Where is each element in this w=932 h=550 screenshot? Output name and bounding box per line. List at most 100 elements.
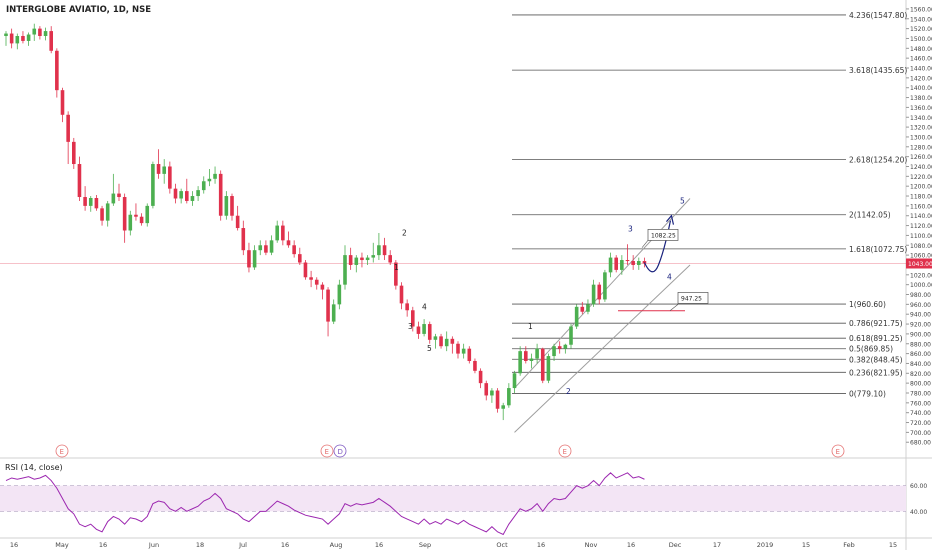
- candle-body: [484, 383, 489, 396]
- y-tick-label: 1180.00: [910, 194, 932, 201]
- y-tick-label: 1520.00: [910, 26, 932, 33]
- candle-body: [614, 257, 618, 270]
- candle-body: [552, 346, 556, 357]
- y-tick-label: 1120.00: [910, 223, 932, 230]
- y-tick-label: 720.00: [910, 420, 931, 427]
- candle-body: [196, 190, 200, 197]
- x-tick-label: Jul: [238, 541, 247, 549]
- candle-body: [292, 245, 296, 255]
- candle-body: [72, 141, 76, 165]
- candle-body: [21, 36, 25, 41]
- candle-body: [179, 191, 183, 199]
- candle-body: [603, 272, 607, 300]
- rsi-tick-label: 60.00: [910, 483, 927, 490]
- y-tick-label: 1000.00: [910, 282, 932, 289]
- candle-body: [303, 262, 308, 278]
- y-tick-label: 700.00: [910, 430, 931, 437]
- wave-label: 1: [528, 322, 533, 331]
- x-tick-label: 15: [802, 541, 810, 549]
- event-marker-label: E: [325, 448, 329, 456]
- candle-body: [66, 114, 70, 142]
- candle-body: [122, 197, 127, 231]
- candle-body: [258, 245, 263, 251]
- candle-body: [275, 225, 279, 241]
- fib-level-label: 1.618(1072.75): [849, 245, 907, 254]
- candle-body: [637, 261, 641, 265]
- y-tick-label: 1500.00: [910, 36, 932, 43]
- wave-label: 2: [402, 228, 407, 237]
- y-tick-label: 1400.00: [910, 85, 932, 92]
- projection-arrowhead: [665, 214, 675, 225]
- rsi-title: RSI (14, close): [5, 463, 63, 472]
- y-tick-label: 1540.00: [910, 16, 932, 23]
- y-tick-label: 1560.00: [910, 6, 932, 13]
- candle-body: [111, 193, 116, 204]
- x-tick-label: 15: [889, 541, 897, 549]
- wave-label: 2: [566, 387, 571, 396]
- candle-body: [173, 188, 178, 199]
- candle-body: [235, 215, 240, 229]
- candle-body: [230, 196, 234, 216]
- candle-body: [631, 261, 635, 265]
- y-tick-label: 1160.00: [910, 203, 932, 210]
- x-tick-label: Dec: [669, 541, 682, 549]
- candle-body: [507, 388, 511, 406]
- candle-body: [388, 255, 392, 263]
- y-tick-label: 1460.00: [910, 56, 932, 63]
- y-tick-label: 860.00: [910, 351, 931, 358]
- candle-body: [377, 245, 381, 256]
- event-marker: [55, 444, 69, 458]
- candle-body: [411, 310, 415, 327]
- y-tick-label: 1100.00: [910, 233, 932, 240]
- candle-body: [569, 326, 573, 345]
- candle-body: [320, 284, 325, 290]
- fib-level-label: 0.5(869.85): [849, 345, 893, 354]
- fib-level-label: 3.618(1435.65): [849, 66, 907, 75]
- candle-body: [83, 197, 87, 206]
- candle-body: [309, 277, 313, 280]
- y-tick-label: 1220.00: [910, 174, 932, 181]
- y-tick-label: 920.00: [910, 322, 931, 329]
- candle-body: [224, 196, 229, 216]
- event-marker-label: E: [60, 448, 64, 456]
- candle-body: [134, 214, 138, 217]
- candle-body: [49, 31, 53, 51]
- rsi-tick-label: 40.00: [910, 509, 927, 516]
- callout-low-box: [677, 292, 709, 304]
- wave-label: 3: [628, 224, 633, 233]
- candle-body: [405, 303, 409, 311]
- wave-label: 5: [680, 196, 685, 205]
- candle-body: [473, 360, 477, 371]
- projection-path: [643, 220, 672, 273]
- callout-high-leader: [641, 240, 649, 248]
- candle-body: [535, 348, 539, 359]
- x-tick-label: 16: [375, 541, 383, 549]
- y-tick-label: 1060.00: [910, 253, 932, 260]
- candle-body: [557, 346, 562, 349]
- y-tick-label: 680.00: [910, 440, 931, 447]
- y-tick-label: 880.00: [910, 341, 931, 348]
- candle-body: [625, 260, 630, 262]
- candle-body: [77, 164, 82, 198]
- fib-level-label: 4.236(1547.80): [849, 11, 907, 20]
- x-tick-label: 16: [10, 541, 18, 549]
- candle-body: [563, 344, 568, 349]
- candle-body: [128, 214, 133, 231]
- wave-label: 3: [408, 322, 413, 331]
- candle-body: [467, 348, 472, 361]
- event-marker-label: E: [836, 448, 840, 456]
- x-tick-label: Sep: [419, 541, 431, 549]
- event-marker: [558, 444, 572, 458]
- fib-level-label: 2(1142.05): [849, 211, 891, 220]
- x-tick-label: Aug: [330, 541, 343, 549]
- candle-body: [501, 405, 505, 409]
- fib-level-label: 0.786(921.75): [849, 319, 903, 328]
- candle-body: [100, 208, 104, 221]
- y-tick-label: 1240.00: [910, 164, 932, 171]
- candle-body: [427, 324, 432, 340]
- y-tick-label: 800.00: [910, 381, 931, 388]
- candle-body: [55, 50, 59, 91]
- candle-body: [518, 351, 522, 374]
- candle-body: [478, 370, 483, 384]
